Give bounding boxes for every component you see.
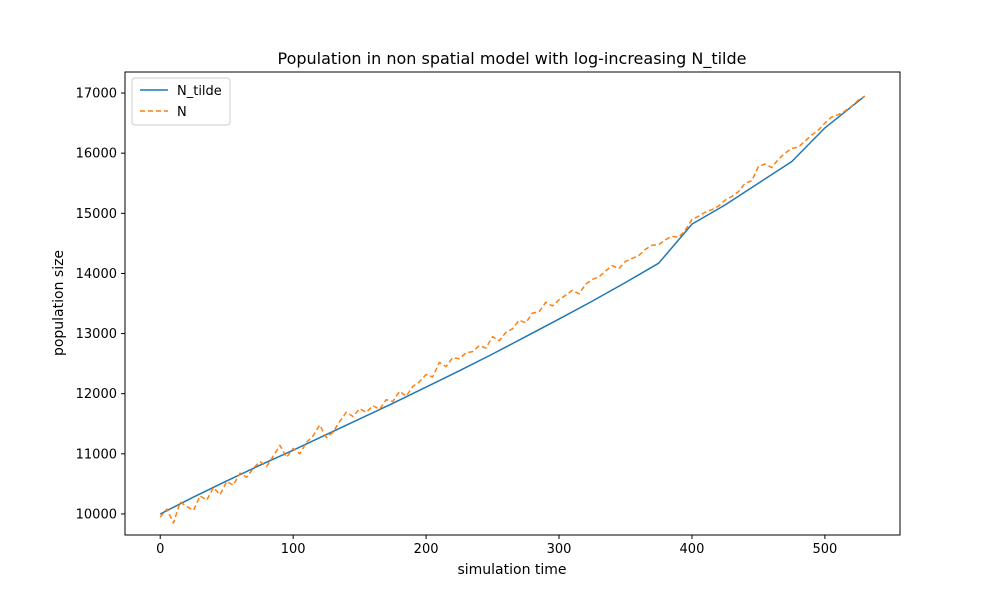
y-tick-label: 17000 [76,87,117,102]
x-tick-label: 500 [812,542,837,557]
x-tick-label: 200 [414,542,439,557]
y-tick-label: 13000 [76,327,117,342]
x-tick-label: 300 [547,542,572,557]
plot-frame [124,71,901,536]
series-layer [159,95,866,524]
x-axis-label: simulation time [457,562,566,578]
series-line-n [159,95,866,524]
y-tick-label: 12000 [76,387,117,402]
y-axis-label: population size [51,250,67,356]
y-tick-label: 10000 [76,507,117,522]
legend-label-n-tilde: N_tilde [177,84,222,99]
x-tick-label: 100 [281,542,306,557]
y-tick-label: 14000 [76,267,117,282]
legend: N_tilde N [131,77,231,126]
chart-title: Population in non spatial model with log… [278,49,747,69]
series-line-n-tilde [159,95,866,515]
legend-label-n: N [177,105,187,120]
y-tick-label: 16000 [76,147,117,162]
x-tick-label: 0 [156,542,164,557]
y-tick-label: 15000 [76,207,117,222]
x-axis: 0 100 200 300 400 500 [156,535,837,557]
y-axis: 10000 11000 12000 13000 14000 15000 16000 17000 [76,87,125,522]
x-tick-label: 400 [680,542,705,557]
y-tick-label: 11000 [76,447,117,462]
